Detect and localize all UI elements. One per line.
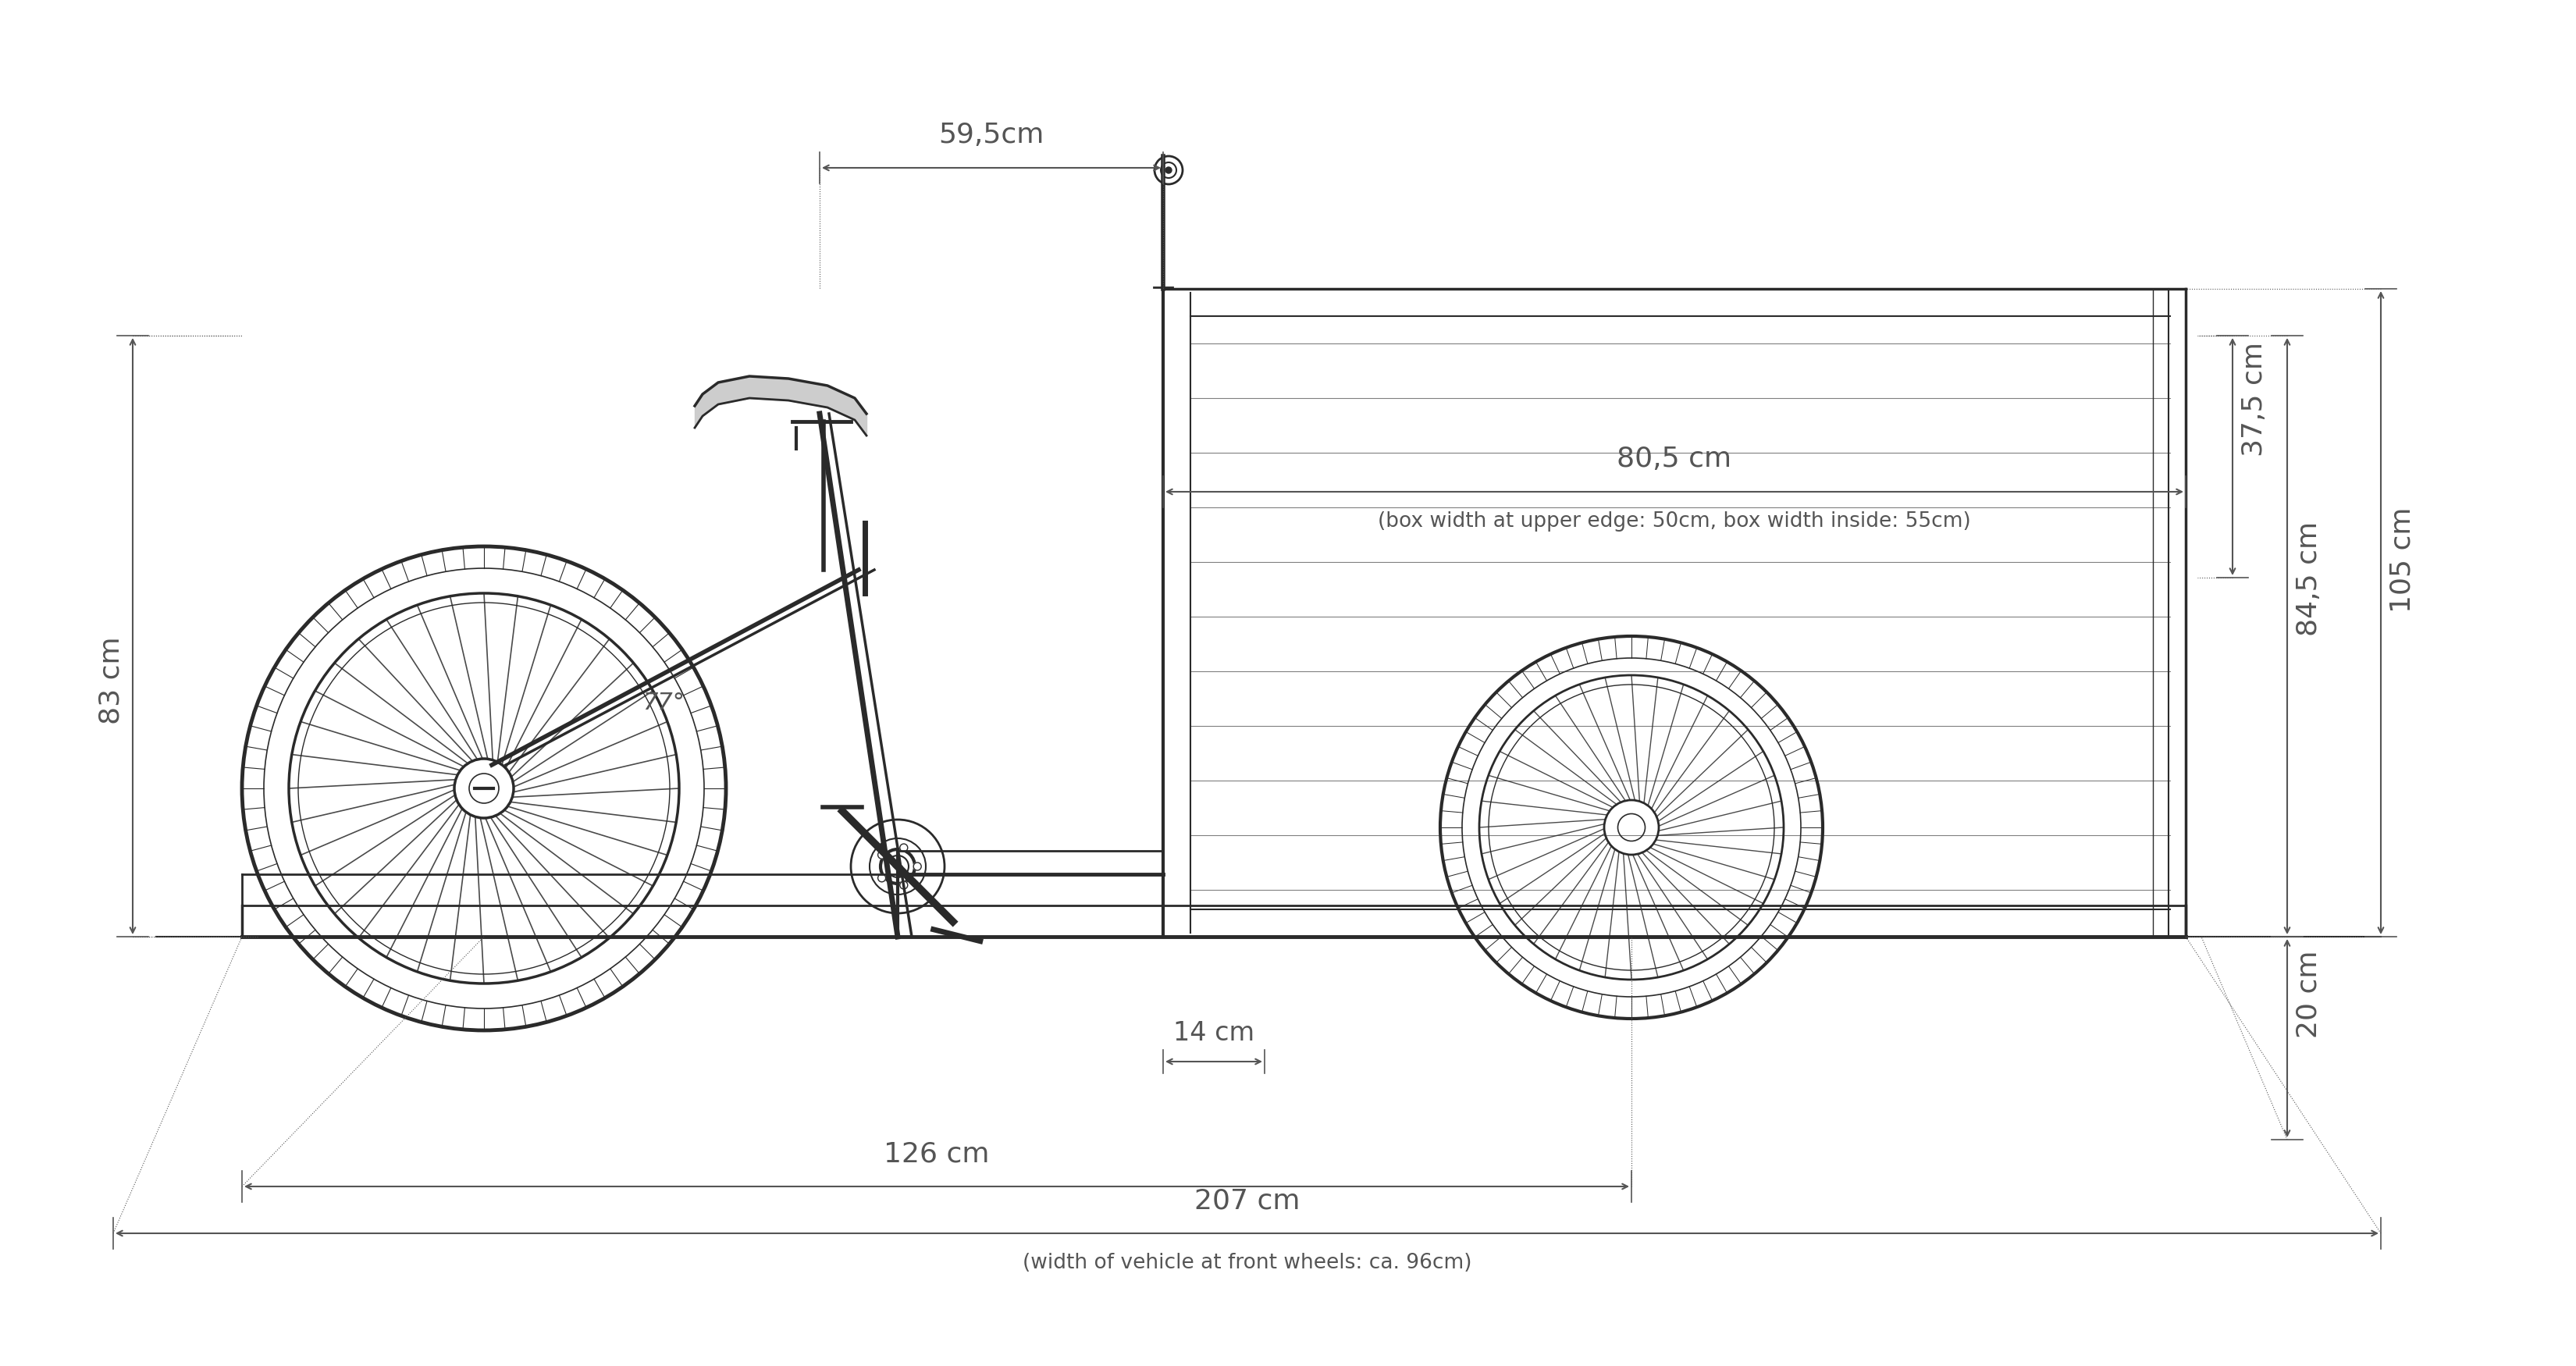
Circle shape xyxy=(899,881,907,889)
Text: (box width at upper edge: 50cm, box width inside: 55cm): (box width at upper edge: 50cm, box widt… xyxy=(1378,511,1971,531)
Circle shape xyxy=(469,773,500,803)
Text: 207 cm: 207 cm xyxy=(1195,1187,1301,1214)
Text: 20 cm: 20 cm xyxy=(2295,951,2324,1038)
Circle shape xyxy=(878,874,886,882)
Circle shape xyxy=(914,862,922,870)
Text: 126 cm: 126 cm xyxy=(884,1141,989,1167)
Text: 14 cm: 14 cm xyxy=(1172,1020,1255,1046)
Circle shape xyxy=(878,851,886,859)
Circle shape xyxy=(1164,167,1172,173)
Circle shape xyxy=(886,855,909,877)
Circle shape xyxy=(899,844,907,851)
Text: 37,5 cm: 37,5 cm xyxy=(2241,342,2267,456)
Text: 77°: 77° xyxy=(641,691,685,714)
Text: 84,5 cm: 84,5 cm xyxy=(2295,522,2324,637)
Text: 83 cm: 83 cm xyxy=(98,637,124,724)
Text: (width of vehicle at front wheels: ca. 96cm): (width of vehicle at front wheels: ca. 9… xyxy=(1023,1253,1471,1273)
Text: 105 cm: 105 cm xyxy=(2391,507,2416,613)
Text: 59,5cm: 59,5cm xyxy=(938,122,1043,149)
Circle shape xyxy=(1618,814,1646,841)
Text: 80,5 cm: 80,5 cm xyxy=(1618,445,1731,473)
